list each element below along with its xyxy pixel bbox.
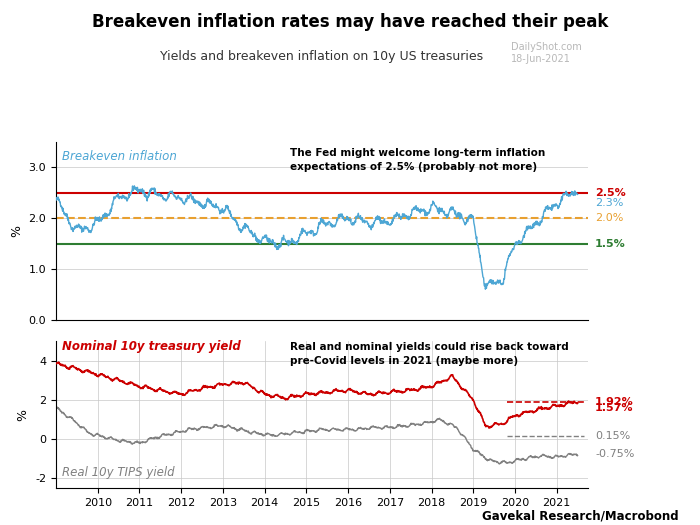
Text: 2.3%: 2.3% xyxy=(595,198,624,208)
Text: 1.57%: 1.57% xyxy=(595,404,634,414)
Text: Breakeven inflation rates may have reached their peak: Breakeven inflation rates may have reach… xyxy=(92,13,608,31)
Text: 1.5%: 1.5% xyxy=(595,239,626,249)
Text: 1.92%: 1.92% xyxy=(595,396,634,407)
Text: 2.5%: 2.5% xyxy=(595,188,626,198)
Text: Nominal 10y treasury yield: Nominal 10y treasury yield xyxy=(62,340,241,353)
Text: 18-Jun-2021: 18-Jun-2021 xyxy=(511,54,571,64)
Text: Breakeven inflation: Breakeven inflation xyxy=(62,150,177,163)
Text: 2.0%: 2.0% xyxy=(595,213,624,223)
Text: DailyShot.com: DailyShot.com xyxy=(511,42,582,52)
Y-axis label: %: % xyxy=(17,409,29,421)
Text: Real 10y TIPS yield: Real 10y TIPS yield xyxy=(62,466,175,478)
Text: The Fed might welcome long-term inflation
expectations of 2.5% (probably not mor: The Fed might welcome long-term inflatio… xyxy=(290,148,545,172)
Text: Yields and breakeven inflation on 10y US treasuries: Yields and breakeven inflation on 10y US… xyxy=(160,50,484,63)
Y-axis label: %: % xyxy=(10,225,23,237)
Text: 0.15%: 0.15% xyxy=(595,432,630,442)
Text: Gavekal Research/Macrobond: Gavekal Research/Macrobond xyxy=(482,509,679,522)
Text: -0.75%: -0.75% xyxy=(595,449,634,459)
Text: Real and nominal yields could rise back toward
pre-Covid levels in 2021 (maybe m: Real and nominal yields could rise back … xyxy=(290,342,568,366)
